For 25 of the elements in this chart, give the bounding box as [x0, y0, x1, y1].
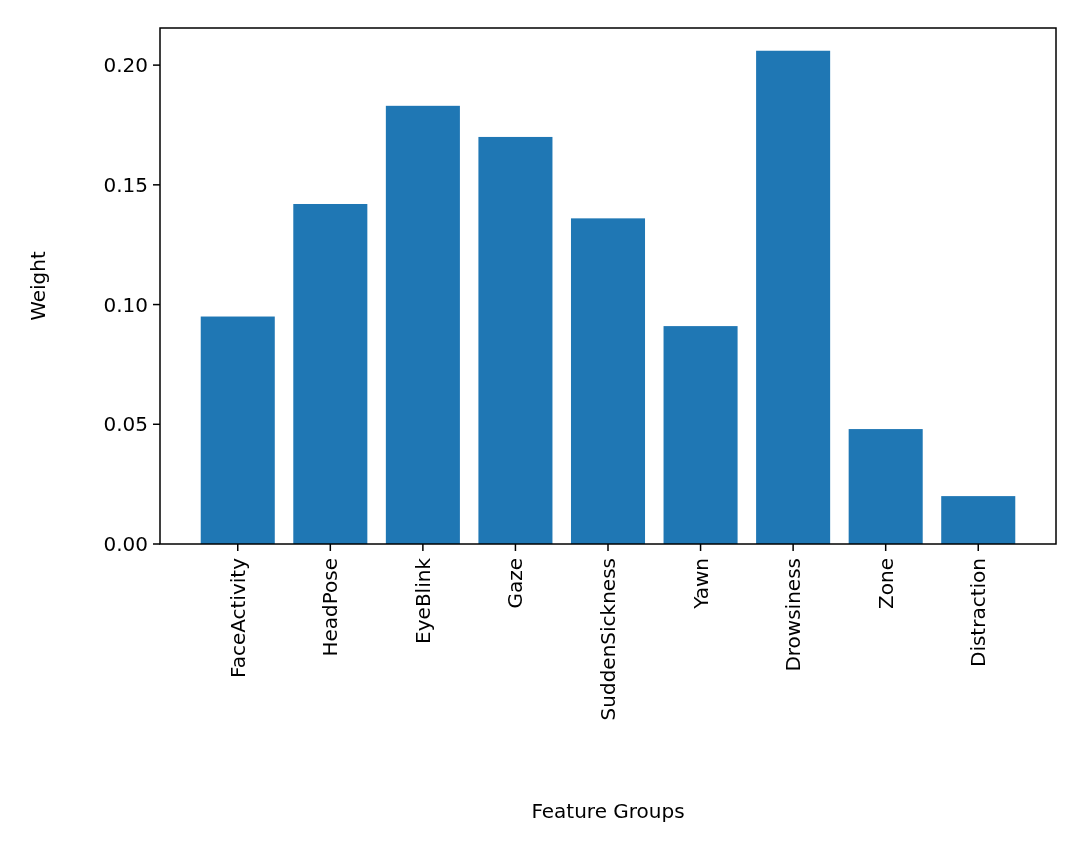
bar	[293, 203, 368, 544]
x-tick-label: EyeBlink	[410, 557, 435, 644]
bar	[200, 316, 275, 544]
x-tick-label: Yawn	[688, 558, 713, 610]
x-tick-label: SuddenSickness	[596, 558, 620, 721]
x-tick-label: Drowsiness	[781, 558, 806, 672]
y-tick-label: 0.10	[103, 292, 148, 317]
x-tick-label: HeadPose	[318, 558, 343, 657]
y-tick-label: 0.05	[103, 412, 148, 437]
bar	[663, 326, 738, 544]
x-axis-title: Feature Groups	[531, 799, 685, 823]
bar	[756, 50, 831, 544]
y-tick-label: 0.20	[103, 53, 148, 78]
bar	[385, 105, 460, 544]
x-tick-label: Zone	[873, 558, 898, 609]
bar	[941, 496, 1016, 544]
bar	[848, 429, 923, 544]
x-tick-label: FaceActivity	[225, 557, 250, 679]
x-tick-label: Distraction	[966, 558, 991, 668]
x-tick-label: Gaze	[503, 558, 528, 609]
bar	[570, 218, 646, 544]
y-axis-title: Weight	[26, 251, 50, 321]
y-tick-label: 0.15	[103, 172, 148, 197]
y-tick-label: 0.00	[103, 532, 148, 556]
bar	[478, 136, 553, 544]
